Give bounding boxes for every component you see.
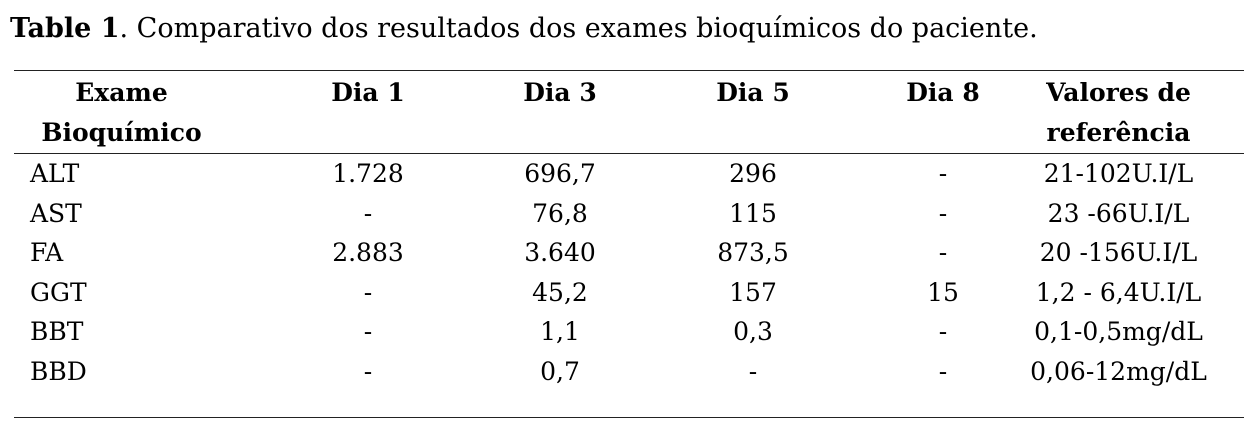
dia-5-cell: -: [748, 356, 758, 386]
results-table-container: Exame Bioquímico Dia 1 Dia 3 Dia 5 Dia 8…: [14, 70, 1244, 418]
reference-cell: 0,1-0,5mg/dL: [1034, 317, 1203, 346]
dia-1-cell: -: [363, 356, 373, 386]
dia-1-cell: -: [363, 198, 373, 228]
dia-5-cell: 0,3: [733, 317, 773, 346]
dia-3-cell: 3.640: [524, 238, 596, 267]
dia-8-cell: -: [938, 159, 948, 188]
dia-8-cell: 15: [927, 277, 959, 307]
reference-cell: 1,2 - 6,4U.I/L: [1035, 277, 1202, 307]
reference-cell: 20 -156U.I/L: [1039, 238, 1198, 267]
dia-5-cell: 115: [729, 198, 777, 228]
header-line: Dia 3: [523, 78, 597, 107]
exam-name-cell: ALT: [30, 159, 80, 188]
dia-5-cell: 157: [729, 277, 777, 307]
table-caption-text: . Comparativo dos resultados dos exames …: [119, 13, 1038, 44]
exam-name-cell: AST: [30, 198, 82, 228]
dia-8-cell: -: [938, 198, 948, 228]
reference-cell: 23 -66U.I/L: [1047, 198, 1190, 228]
table-row: BBD - 0,7 - - 0,06-12mg/dL: [14, 352, 1244, 418]
reference-cell: 0,06-12mg/dL: [1030, 356, 1207, 386]
table-caption-label: Table 1: [10, 13, 120, 44]
header-line: Exame: [75, 78, 168, 107]
table-row: BBT - 1,1 0,3 - 0,1-0,5mg/dL: [14, 312, 1244, 352]
dia-8-cell: -: [938, 317, 948, 346]
header-exame-bioquimico: Exame Bioquímico: [14, 71, 229, 154]
dia-3-cell: 696,7: [524, 159, 596, 188]
header-line: Dia 8: [906, 78, 980, 107]
dia-3-cell: 1,1: [540, 317, 580, 346]
exam-name-cell: BBT: [30, 317, 84, 346]
dia-5-cell: 296: [729, 159, 777, 188]
header-line: referência: [1046, 118, 1191, 147]
dia-1-cell: -: [363, 277, 373, 307]
dia-8-cell: -: [938, 238, 948, 267]
dia-1-cell: 2.883: [332, 238, 404, 267]
dia-8-cell: -: [938, 356, 948, 386]
table-row: GGT - 45,2 157 15 1,2 - 6,4U.I/L: [14, 273, 1244, 313]
header-valores-referencia: Valores de referência: [993, 71, 1244, 154]
dia-3-cell: 0,7: [540, 356, 580, 386]
reference-cell: 21-102U.I/L: [1043, 159, 1194, 188]
dia-5-cell: 873,5: [717, 238, 789, 267]
exam-name-cell: BBD: [30, 356, 87, 386]
table-header-row: Exame Bioquímico Dia 1 Dia 3 Dia 5 Dia 8…: [14, 70, 1244, 154]
dia-1-cell: 1.728: [332, 159, 404, 188]
dia-1-cell: -: [363, 317, 373, 346]
header-dia-8: Dia 8: [893, 71, 993, 154]
header-dia-1: Dia 1: [229, 71, 507, 154]
table-row: FA 2.883 3.640 873,5 - 20 -156U.I/L: [14, 233, 1244, 273]
table-body: ALT 1.728 696,7 296 - 21-102U.I/L AST - 76,8 115 -…: [14, 154, 1244, 418]
table-row: AST - 76,8 115 - 23 -66U.I/L: [14, 194, 1244, 234]
exam-name-cell: GGT: [30, 277, 87, 307]
header-dia-5: Dia 5: [613, 71, 893, 154]
table-caption: Table 1. Comparativo dos resultados dos …: [10, 12, 1038, 46]
header-line: Valores de: [1046, 78, 1191, 107]
header-line: Dia 1: [331, 78, 405, 107]
results-table: Exame Bioquímico Dia 1 Dia 3 Dia 5 Dia 8…: [14, 70, 1244, 418]
exam-name-cell: FA: [30, 238, 64, 267]
dia-3-cell: 76,8: [532, 198, 588, 228]
header-dia-3: Dia 3: [507, 71, 613, 154]
header-line: Bioquímico: [41, 118, 202, 147]
table-row: ALT 1.728 696,7 296 - 21-102U.I/L: [14, 154, 1244, 194]
dia-3-cell: 45,2: [532, 277, 588, 307]
header-line: Dia 5: [716, 78, 790, 107]
